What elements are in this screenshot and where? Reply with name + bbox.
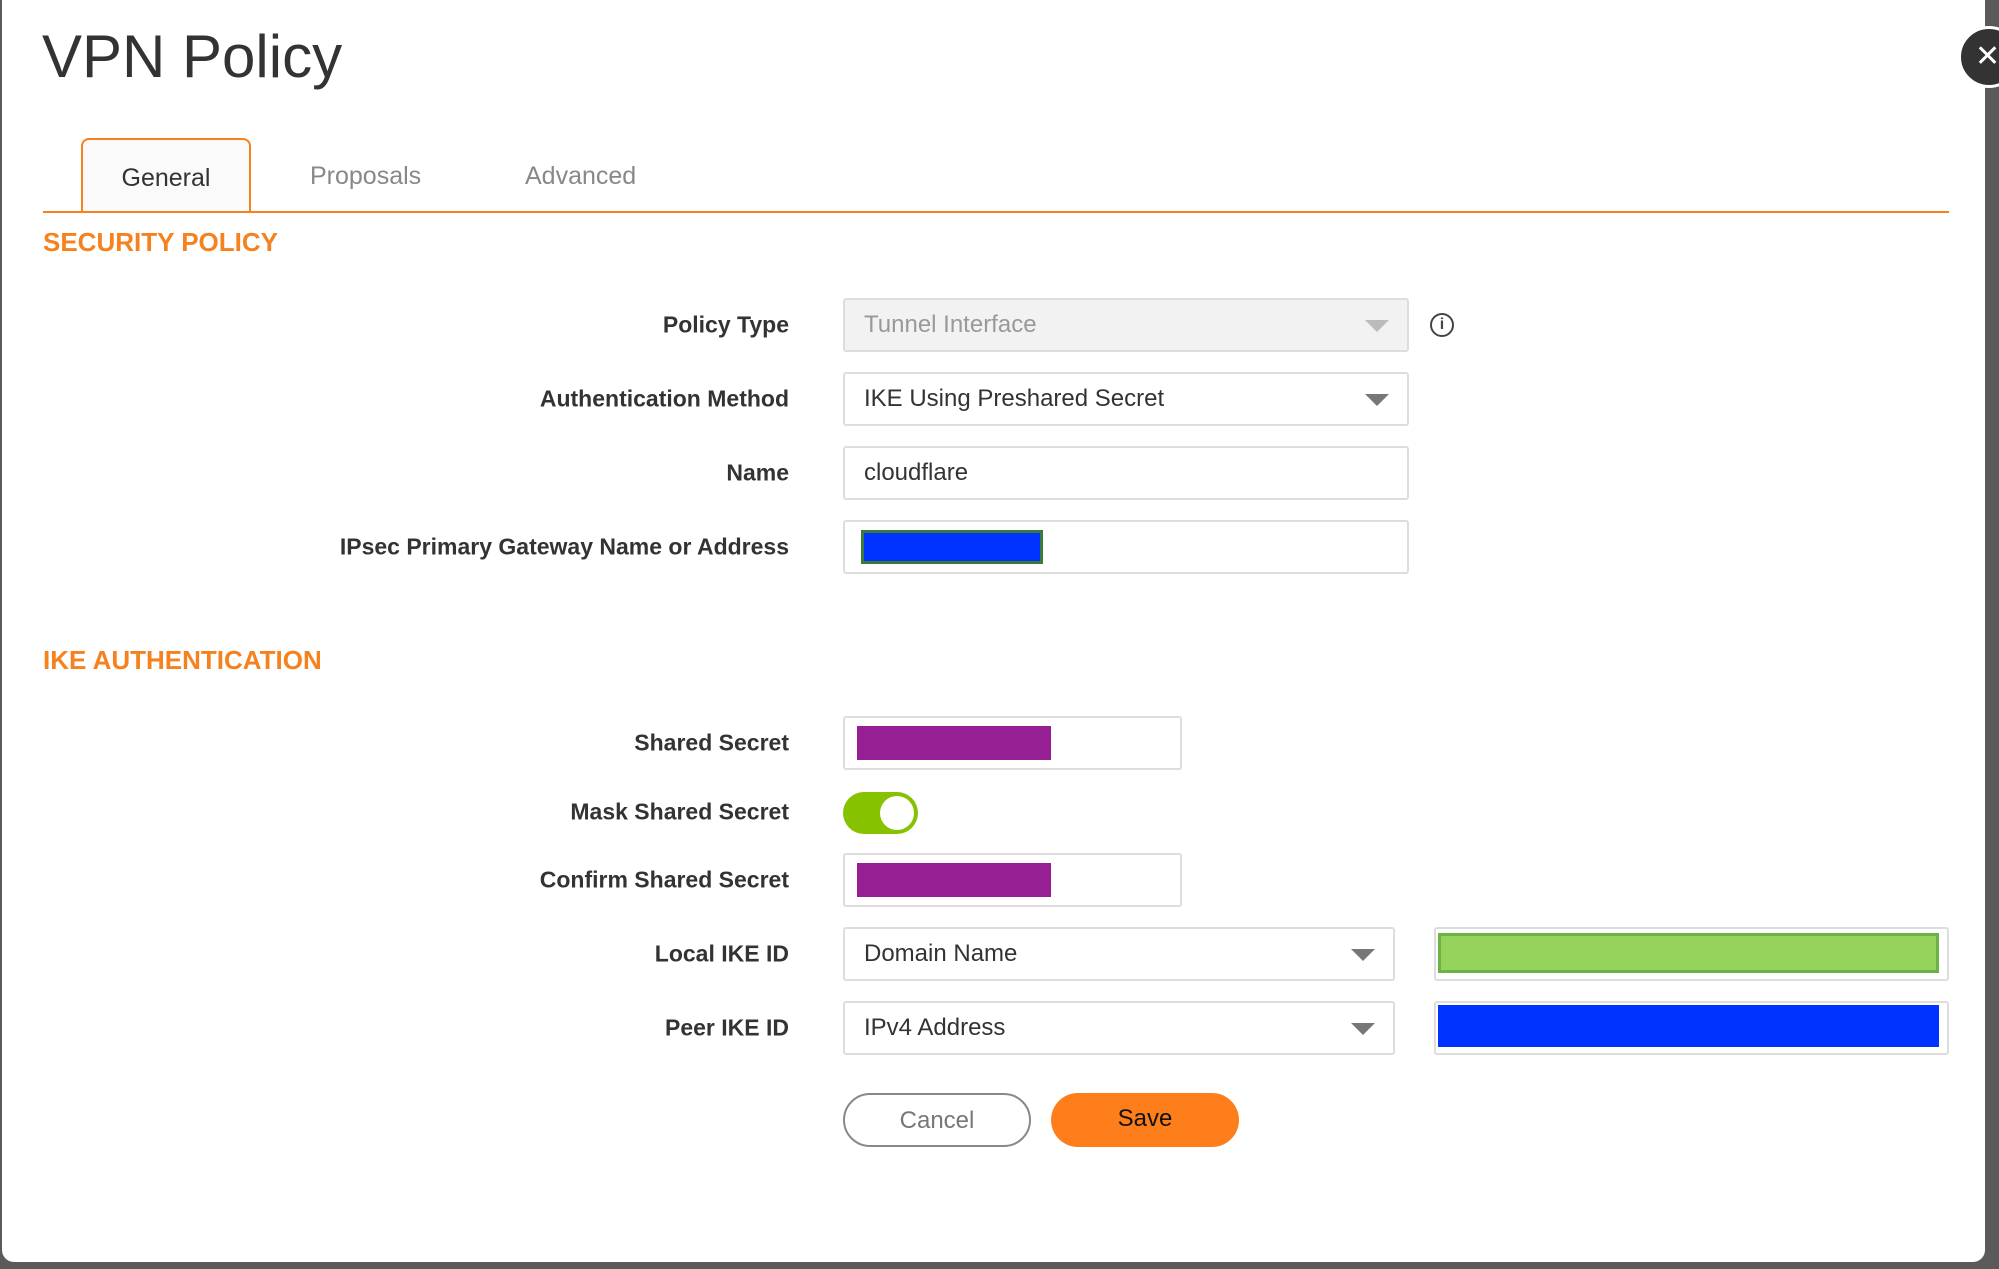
info-icon[interactable]: i (1430, 313, 1454, 337)
local-ike-id-label: Local IKE ID (654, 940, 789, 967)
section-ike-authentication: IKE AUTHENTICATION (43, 645, 322, 675)
section-security-policy: SECURITY POLICY (43, 227, 279, 257)
chevron-down-icon (1365, 394, 1389, 406)
gateway-input[interactable] (843, 520, 1409, 574)
peer-ike-id-input[interactable] (1434, 1001, 1949, 1055)
auth-method-label: Authentication Method (539, 385, 789, 412)
tab-proposals[interactable]: Proposals (310, 162, 422, 190)
tab-general[interactable]: General (81, 138, 251, 213)
chevron-down-icon (1365, 320, 1389, 332)
peer-ike-id-value: IPv4 Address (864, 1014, 1006, 1041)
peer-ike-id-select[interactable]: IPv4 Address (843, 1001, 1395, 1055)
dialog-title: VPN Policy (42, 23, 343, 90)
policy-type-value: Tunnel Interface (864, 311, 1037, 338)
shared-secret-label: Shared Secret (634, 729, 789, 756)
redacted-value (861, 530, 1043, 564)
name-value: cloudflare (864, 459, 969, 486)
shared-secret-input[interactable] (843, 716, 1182, 770)
policy-type-label: Policy Type (662, 311, 789, 338)
policy-type-select[interactable]: Tunnel Interface (843, 298, 1409, 352)
gateway-label: IPsec Primary Gateway Name or Address (339, 533, 789, 560)
chevron-down-icon (1351, 949, 1375, 961)
auth-method-select[interactable]: IKE Using Preshared Secret (843, 372, 1409, 426)
redacted-value (857, 863, 1051, 897)
mask-shared-secret-toggle[interactable] (843, 792, 918, 834)
local-ike-id-select[interactable]: Domain Name (843, 927, 1395, 981)
name-input[interactable]: cloudflare (843, 446, 1409, 500)
confirm-shared-secret-input[interactable] (843, 853, 1182, 907)
auth-method-value: IKE Using Preshared Secret (864, 385, 1165, 412)
confirm-shared-secret-label: Confirm Shared Secret (539, 866, 789, 893)
tab-divider (43, 211, 1949, 213)
name-label: Name (726, 459, 789, 486)
chevron-down-icon (1351, 1023, 1375, 1035)
toggle-knob (880, 796, 914, 830)
save-button[interactable]: Save (1051, 1093, 1239, 1147)
local-ike-id-value: Domain Name (864, 940, 1018, 967)
redacted-value (1438, 933, 1939, 973)
peer-ike-id-label: Peer IKE ID (665, 1014, 789, 1041)
tab-advanced[interactable]: Advanced (525, 162, 637, 190)
local-ike-id-input[interactable] (1434, 927, 1949, 981)
cancel-button[interactable]: Cancel (843, 1093, 1031, 1147)
mask-shared-secret-label: Mask Shared Secret (570, 798, 789, 825)
redacted-value (1438, 1005, 1939, 1047)
redacted-value (857, 726, 1051, 760)
